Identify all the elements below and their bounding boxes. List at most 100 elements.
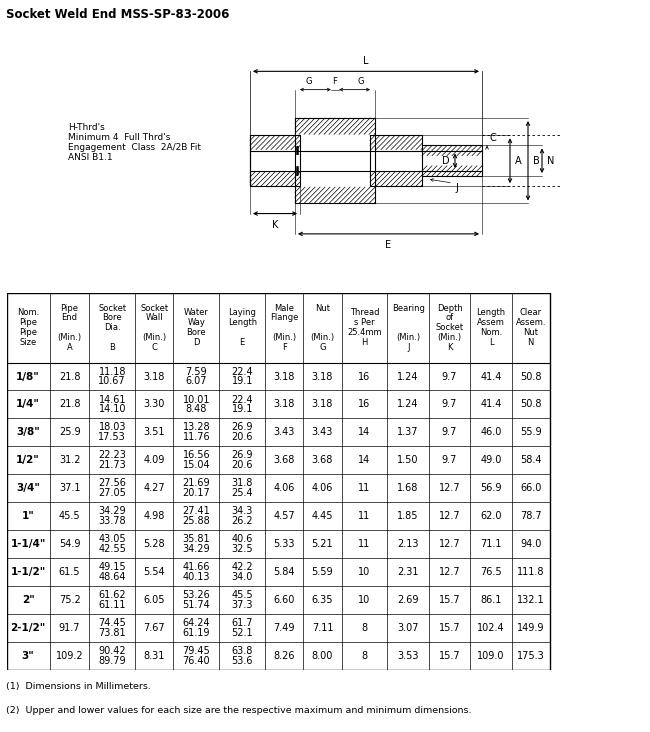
Text: 4.45: 4.45 [312,511,333,521]
Text: 94.0: 94.0 [520,539,541,549]
Text: 73.81: 73.81 [98,628,126,638]
Text: 12.7: 12.7 [439,511,460,521]
Text: 2.31: 2.31 [397,567,419,577]
Text: 25.4mm: 25.4mm [347,328,382,337]
Text: 3.18: 3.18 [274,372,295,381]
Text: 9.7: 9.7 [442,455,457,466]
Text: Engagement  Class  2A/2B Fit: Engagement Class 2A/2B Fit [68,143,201,152]
Text: s Per: s Per [354,318,375,327]
Text: 2-1/2": 2-1/2" [10,623,46,633]
Text: 26.9: 26.9 [231,422,253,433]
Text: 3.18: 3.18 [312,400,333,409]
Text: 22.4: 22.4 [231,367,253,376]
Text: 1/2": 1/2" [16,455,40,466]
Text: 4.57: 4.57 [274,511,295,521]
Text: 91.7: 91.7 [58,623,81,633]
Text: N: N [547,156,554,165]
Text: 5.84: 5.84 [274,567,295,577]
Text: 45.5: 45.5 [231,590,253,600]
Text: 50.8: 50.8 [520,372,541,381]
Text: 21.8: 21.8 [58,400,81,409]
Text: Thread: Thread [350,308,379,318]
Text: 17.53: 17.53 [98,433,126,442]
Text: 8: 8 [361,651,367,661]
Text: 34.3: 34.3 [231,507,253,516]
Text: 5.33: 5.33 [274,539,295,549]
Text: 4.06: 4.06 [274,483,295,493]
Text: 102.4: 102.4 [477,623,505,633]
Text: 3/8": 3/8" [16,427,40,437]
Text: Wall: Wall [146,313,163,322]
Text: Pipe: Pipe [19,318,37,327]
Text: 18.03: 18.03 [99,422,126,433]
Text: 10: 10 [358,595,370,605]
Text: E: E [385,240,391,250]
Text: 19.1: 19.1 [231,404,253,414]
Text: 3.18: 3.18 [312,372,333,381]
Text: 61.5: 61.5 [58,567,81,577]
Text: 76.40: 76.40 [183,656,210,665]
Text: 1.24: 1.24 [397,372,419,381]
Text: 1.50: 1.50 [397,455,419,466]
Text: 7.59: 7.59 [185,367,207,376]
Text: 21.73: 21.73 [98,460,126,470]
Text: 7.11: 7.11 [312,623,333,633]
Text: Nom.: Nom. [17,308,39,318]
Text: B: B [533,156,540,165]
Text: Dia.: Dia. [104,323,120,332]
Text: Depth: Depth [437,304,462,313]
Text: Water: Water [184,308,209,318]
Text: 8: 8 [361,623,367,633]
Text: End: End [62,313,77,322]
Text: Laying: Laying [228,308,256,318]
Text: 76.5: 76.5 [480,567,502,577]
Text: 3/4": 3/4" [16,483,40,493]
Text: 9.7: 9.7 [442,372,457,381]
Text: G: G [319,343,326,352]
Text: 46.0: 46.0 [480,427,502,437]
Text: 31.8: 31.8 [231,478,253,488]
Text: 20.17: 20.17 [183,488,210,498]
Text: 3.18: 3.18 [144,372,165,381]
Text: L: L [489,338,493,347]
Text: Bore: Bore [187,328,206,337]
Text: 3.43: 3.43 [312,427,333,437]
Text: 27.56: 27.56 [98,478,126,488]
Text: 37.3: 37.3 [231,600,253,610]
Text: 16: 16 [358,400,370,409]
Text: 1/4": 1/4" [16,400,40,409]
Text: 26.9: 26.9 [231,450,253,460]
Text: 4.09: 4.09 [144,455,165,466]
Text: Nut: Nut [315,304,330,313]
Text: 3.43: 3.43 [274,427,295,437]
Text: Socket Weld End MSS-SP-83-2006: Socket Weld End MSS-SP-83-2006 [6,8,230,21]
Text: 4.98: 4.98 [144,511,165,521]
Text: 74.45: 74.45 [98,618,126,628]
Text: 34.29: 34.29 [98,507,126,516]
Text: 25.88: 25.88 [183,516,210,526]
Text: 22.23: 22.23 [98,450,126,460]
Text: A: A [67,343,72,352]
Text: H: H [361,338,368,347]
Text: K: K [447,343,452,352]
Text: 25.4: 25.4 [231,488,253,498]
Text: 41.4: 41.4 [480,372,502,381]
Text: 1": 1" [22,511,34,521]
Text: 66.0: 66.0 [520,483,541,493]
Text: 19.1: 19.1 [231,376,253,386]
Text: B: B [109,343,115,352]
Text: D: D [193,338,200,347]
Text: C: C [490,133,497,143]
Text: 16: 16 [358,372,370,381]
Text: 54.9: 54.9 [58,539,81,549]
Text: 40.13: 40.13 [183,572,210,582]
Text: 33.78: 33.78 [98,516,126,526]
Text: 52.1: 52.1 [231,628,253,638]
Text: Bearing: Bearing [392,304,424,313]
Text: 3.51: 3.51 [144,427,165,437]
Text: 149.9: 149.9 [517,623,545,633]
Text: 1/8": 1/8" [16,372,40,381]
Text: 15.04: 15.04 [183,460,210,470]
Text: 40.6: 40.6 [231,534,253,544]
Text: 61.62: 61.62 [98,590,126,600]
